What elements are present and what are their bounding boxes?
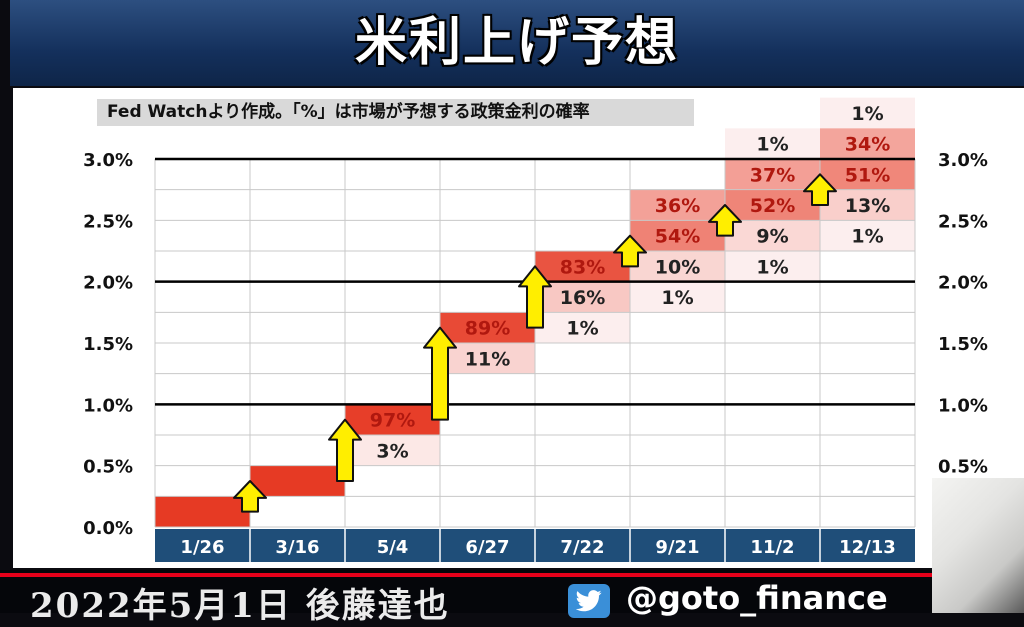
- up-arrow-7-22: [518, 265, 552, 329]
- cell-label: 1%: [566, 318, 598, 340]
- cell-9-21-9: [630, 189, 725, 221]
- title-bar: 米利上げ予想: [10, 0, 1024, 86]
- twitter-bird-icon: [576, 590, 602, 612]
- y-tick-label: 2.0%: [83, 273, 133, 294]
- x-tick-label: 12/13: [839, 537, 896, 558]
- cell-label: 1%: [661, 287, 693, 309]
- cell-label: 83%: [560, 256, 605, 278]
- y-tick-label: 0.5%: [83, 457, 133, 478]
- footer-red-line: [0, 573, 1024, 577]
- cell-11-2-17: [725, 251, 820, 282]
- cell-label: 34%: [845, 134, 890, 156]
- cell-6-27-4: [440, 312, 535, 343]
- cell-7-22-8: [535, 312, 630, 343]
- y-tick-label: 2.5%: [83, 211, 133, 232]
- twitter-handle: @goto_finance: [626, 579, 888, 617]
- cell-label: 1%: [851, 103, 883, 125]
- up-arrow-5-4: [328, 418, 362, 482]
- cell-label: 13%: [845, 195, 890, 217]
- cell-12-13-20: [820, 159, 915, 190]
- cell-12-13-18: [820, 97, 915, 129]
- x-tick-label: 11/2: [750, 537, 794, 558]
- cell-label: 11%: [465, 348, 510, 370]
- cell-label: 1%: [851, 226, 883, 248]
- axes: 0.0% 0.5% 0.5% 1.0% 1.0% 1.5% 1.5% 2.0% 2.0% 2.5%…: [83, 150, 988, 562]
- cell-5-4-2: [345, 404, 440, 435]
- cell-9-21-11: [630, 251, 725, 282]
- cell-11-2-14: [725, 159, 820, 190]
- y-tick-label: 0.0%: [83, 518, 133, 539]
- probability-cells: [155, 97, 915, 527]
- footer-date-author: 2022年5月1日 後藤達也: [30, 586, 450, 626]
- x-tick-label: 5/4: [377, 537, 409, 558]
- up-arrow-9-21: [613, 234, 647, 268]
- cell-11-2-15: [725, 189, 820, 221]
- x-tick-label: 9/21: [655, 537, 699, 558]
- cell-12-13-22: [820, 220, 915, 251]
- cell-label: 3%: [376, 440, 408, 462]
- cell-11-2-16: [725, 220, 820, 251]
- cell-label: 51%: [845, 164, 890, 186]
- y-tick-label-right: 2.0%: [938, 273, 988, 294]
- up-arrow-11-2: [708, 204, 742, 237]
- up-arrow-6-27: [423, 326, 457, 421]
- up-arrow-12-13: [803, 173, 837, 206]
- cell-9-21-12: [630, 281, 725, 313]
- chart: 97% 3% 89% 11% 83% 16% 1% 36% 54% 10% 1% 1% 37% 52% 9%…: [83, 97, 988, 562]
- y-tick-label-right: 1.5%: [938, 334, 988, 355]
- cell-label: 89%: [465, 318, 510, 340]
- cell-label: 1%: [756, 134, 788, 156]
- twitter-badge: [568, 584, 610, 618]
- y-tick-label-right: 3.0%: [938, 150, 988, 171]
- cell-label: 16%: [560, 287, 605, 309]
- cell-label: 1%: [756, 256, 788, 278]
- grid-lines: [154, 157, 916, 528]
- cell-7-22-6: [535, 251, 630, 282]
- cell-9-21-10: [630, 220, 725, 251]
- cell-12-13-21: [820, 189, 915, 221]
- cell-label: 52%: [750, 195, 795, 217]
- cell-label: 97%: [370, 410, 415, 432]
- y-tick-label-right: 1.0%: [938, 395, 988, 416]
- y-tick-label-right: 0.5%: [938, 457, 988, 478]
- y-tick-label-right: 2.5%: [938, 211, 988, 232]
- cell-label: 9%: [756, 226, 788, 248]
- cell-label: 54%: [655, 226, 700, 248]
- x-tick-label: 7/22: [560, 537, 604, 558]
- page-title: 米利上げ予想: [354, 13, 679, 73]
- cell-11-2-13: [725, 128, 820, 159]
- cell-label: 37%: [750, 164, 795, 186]
- cell-1-26-0: [155, 496, 250, 527]
- webcam-overlay: [932, 478, 1024, 613]
- source-note: Fed Watchより作成。「%」は市場が予想する政策金利の確率: [97, 99, 694, 126]
- y-tick-label: 3.0%: [83, 150, 133, 171]
- y-tick-label: 1.0%: [83, 395, 133, 416]
- cell-label: 10%: [655, 256, 700, 278]
- x-tick-label: 6/27: [465, 537, 509, 558]
- footer-strip: [0, 570, 1024, 613]
- hike-arrows: [233, 173, 837, 513]
- y-tick-label: 1.5%: [83, 334, 133, 355]
- up-arrow-3-16: [233, 480, 267, 513]
- cell-label: 36%: [655, 195, 700, 217]
- cell-3-16-1: [250, 465, 345, 497]
- cell-labels: 97% 3% 89% 11% 83% 16% 1% 36% 54% 10% 1% 1% 37% 52% 9%…: [370, 103, 890, 462]
- cell-12-13-19: [820, 128, 915, 159]
- x-tick-label: 1/26: [180, 537, 224, 558]
- x-tick-label: 3/16: [275, 537, 319, 558]
